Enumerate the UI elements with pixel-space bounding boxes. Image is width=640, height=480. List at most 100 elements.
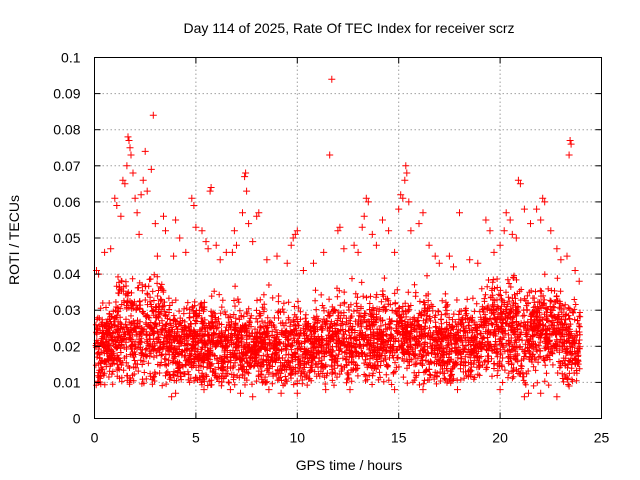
- x-tick-label: 25: [594, 430, 610, 446]
- data-point: [334, 227, 342, 235]
- data-point: [553, 393, 561, 401]
- y-tick-label: 0.1: [61, 50, 81, 66]
- data-point: [401, 176, 409, 184]
- data-point: [162, 227, 169, 235]
- data-point: [541, 198, 549, 206]
- data-point: [176, 234, 184, 242]
- data-point: [249, 238, 257, 246]
- data-point: [242, 169, 250, 177]
- data-point: [395, 205, 403, 213]
- data-point: [571, 267, 579, 274]
- chart-title: Day 114 of 2025, Rate Of TEC Index for r…: [184, 20, 515, 36]
- data-point: [520, 393, 528, 401]
- data-point: [226, 386, 234, 394]
- data-point: [514, 176, 522, 184]
- data-point: [222, 248, 230, 256]
- data-point: [111, 194, 119, 202]
- data-point: [553, 245, 561, 253]
- data-point: [101, 248, 109, 256]
- data-point: [379, 216, 386, 224]
- data-point: [123, 162, 131, 170]
- y-tick-label: 0.03: [53, 302, 80, 318]
- data-point: [358, 223, 366, 231]
- x-tick-label: 10: [290, 430, 306, 446]
- y-tick-label: 0.06: [53, 194, 80, 210]
- data-point: [204, 245, 212, 253]
- data-point: [565, 151, 573, 159]
- data-point: [525, 389, 532, 397]
- data-point: [299, 267, 307, 274]
- data-point: [237, 389, 244, 397]
- data-point: [466, 256, 474, 264]
- data-point: [293, 227, 301, 235]
- data-point: [265, 386, 273, 394]
- data-point: [566, 137, 574, 144]
- y-tick-label: 0.01: [53, 374, 80, 390]
- data-point: [364, 198, 372, 206]
- data-point: [113, 202, 121, 209]
- data-point: [182, 248, 190, 256]
- data-point: [360, 212, 368, 220]
- data-point: [273, 252, 281, 260]
- data-point: [126, 144, 134, 152]
- data-point: [133, 209, 141, 217]
- data-point: [141, 147, 149, 155]
- data-point: [496, 241, 504, 249]
- data-point: [557, 256, 565, 264]
- data-point: [139, 176, 147, 184]
- data-point: [249, 393, 257, 401]
- data-point: [537, 216, 545, 224]
- y-tick-label: 0.05: [53, 230, 80, 246]
- y-tick-label: 0.04: [53, 266, 80, 282]
- data-point: [239, 209, 246, 217]
- data-point: [508, 230, 516, 238]
- data-point: [125, 137, 133, 144]
- data-point: [486, 227, 494, 235]
- data-point: [403, 169, 411, 177]
- data-point: [385, 227, 393, 235]
- data-point: [419, 209, 427, 217]
- x-tick-label: 15: [391, 430, 407, 446]
- data-point: [310, 259, 317, 267]
- data-point: [287, 241, 295, 249]
- data-point: [151, 220, 159, 228]
- data-point: [456, 209, 463, 217]
- data-point: [346, 386, 354, 394]
- data-point: [289, 234, 297, 242]
- data-point: [435, 259, 443, 267]
- data-point: [520, 205, 528, 213]
- data-points: [93, 75, 583, 401]
- data-point: [253, 212, 261, 220]
- data-point: [129, 169, 137, 177]
- data-point: [547, 227, 555, 235]
- data-point: [283, 259, 291, 267]
- data-point: [206, 187, 214, 195]
- data-point: [207, 184, 215, 191]
- data-point: [233, 241, 240, 249]
- data-point: [516, 180, 524, 188]
- y-tick-label: 0: [73, 411, 81, 427]
- data-point: [567, 140, 575, 148]
- data-point: [127, 151, 135, 159]
- data-point: [212, 241, 220, 249]
- data-point: [202, 238, 210, 246]
- data-point: [533, 205, 541, 213]
- data-point: [496, 386, 504, 394]
- data-point: [121, 180, 129, 188]
- data-point: [147, 165, 155, 173]
- data-point: [372, 241, 380, 249]
- data-point: [245, 220, 253, 228]
- x-tick-label: 20: [492, 430, 508, 446]
- x-tick-label: 5: [192, 430, 200, 446]
- data-point: [425, 241, 433, 249]
- data-point: [368, 230, 376, 238]
- data-point: [407, 227, 415, 235]
- data-point: [482, 216, 490, 224]
- data-point: [192, 223, 200, 231]
- data-point: [107, 245, 115, 253]
- data-point: [243, 187, 251, 195]
- data-point: [537, 389, 545, 397]
- data-point: [322, 386, 330, 394]
